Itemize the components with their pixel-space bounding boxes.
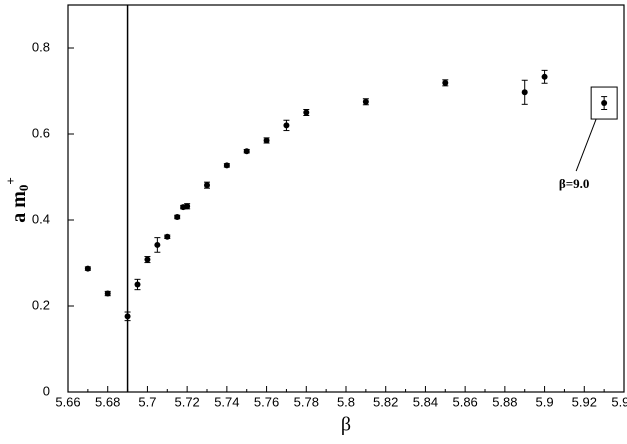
annotation-label: β=9.0: [559, 176, 590, 191]
point: [243, 148, 250, 155]
y-label-sup: +: [3, 177, 18, 184]
point: [84, 265, 91, 272]
point: [184, 203, 191, 210]
y-axis-label: a m0+: [3, 177, 31, 223]
x-tick-label: 5.88: [492, 394, 517, 409]
point: [263, 137, 270, 144]
point: [104, 290, 111, 297]
point: [283, 122, 290, 129]
point: [442, 79, 449, 86]
point: [134, 281, 141, 288]
point: [362, 98, 369, 105]
point: [124, 313, 131, 320]
x-tick-label: 5.92: [572, 394, 597, 409]
point: [303, 109, 310, 116]
x-tick-label: 5.94: [611, 394, 627, 409]
point: [164, 233, 171, 240]
x-tick-label: 5.9: [536, 394, 554, 409]
y-tick-label: 0.6: [32, 125, 50, 140]
x-tick-label: 5.76: [254, 394, 279, 409]
y-label-main: a m: [8, 191, 30, 223]
y-tick-label: 0.8: [32, 39, 50, 54]
point: [521, 89, 528, 96]
y-tick-label: 0.4: [32, 211, 50, 226]
x-tick-label: 5.84: [413, 394, 438, 409]
point: [601, 100, 608, 107]
y-tick-label: 0: [43, 383, 50, 398]
x-tick-label: 5.7: [138, 394, 156, 409]
plot-frame: [67, 4, 625, 393]
x-tick-label: 5.72: [174, 394, 199, 409]
x-tick-label: 5.66: [55, 394, 80, 409]
point: [541, 73, 548, 80]
point: [204, 182, 210, 189]
x-axis-label: β: [341, 414, 351, 436]
y-label-sub: 0: [16, 185, 31, 192]
y-tick-label: 0.2: [32, 297, 50, 312]
point: [154, 241, 161, 248]
point: [223, 162, 230, 169]
x-tick-label: 5.78: [294, 394, 319, 409]
annotation-line: [575, 118, 597, 172]
x-tick-label: 5.74: [214, 394, 239, 409]
annotation-box: [590, 86, 618, 120]
x-tick-label: 5.68: [95, 394, 120, 409]
x-tick-label: 5.8: [337, 394, 355, 409]
point: [174, 213, 181, 220]
x-tick-label: 5.82: [373, 394, 398, 409]
x-tick-label: 5.86: [452, 394, 477, 409]
point: [144, 256, 151, 263]
